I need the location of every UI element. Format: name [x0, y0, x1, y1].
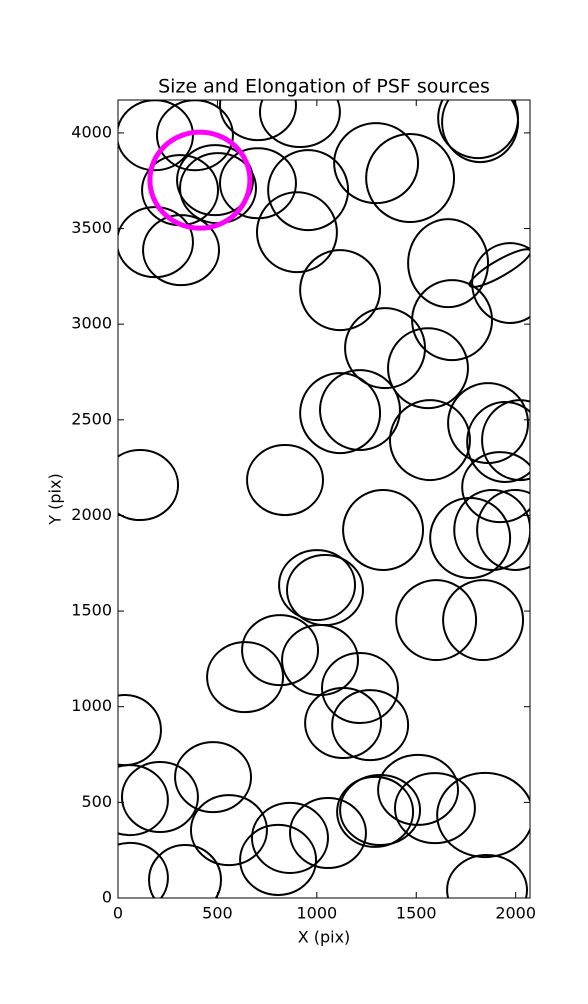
psf-ellipse: [468, 248, 530, 288]
psf-ellipse: [241, 614, 320, 687]
psf-ellipse: [342, 489, 425, 571]
x-tick-label: 1000: [296, 904, 337, 923]
psf-ellipse: [407, 218, 490, 309]
x-tick-label: 500: [202, 904, 233, 923]
psf-ellipse: [336, 775, 415, 848]
psf-ellipse: [339, 774, 422, 847]
psf-ellipse: [365, 133, 456, 224]
psf-ellipse: [219, 100, 297, 142]
psf-ellipse: [471, 242, 530, 325]
psf-ellipse: [176, 144, 255, 217]
psf-ellipse: [436, 771, 530, 859]
psf-ellipse: [461, 451, 530, 524]
psf-ellipse: [446, 853, 529, 898]
y-tick-label: 3000: [71, 314, 112, 333]
psf-ellipse: [481, 399, 530, 482]
psf-ellipse: [411, 279, 494, 362]
psf-ellipse: [118, 449, 180, 522]
psf-ellipse: [255, 191, 338, 274]
x-tick-label: 0: [113, 904, 123, 923]
y-tick-label: 3500: [71, 218, 112, 237]
y-axis-label: Y (pix): [46, 473, 65, 525]
y-tick-label: 1500: [71, 601, 112, 620]
psf-ellipse: [118, 841, 169, 898]
y-tick-label: 4000: [71, 122, 112, 141]
y-tick-label: 500: [81, 792, 112, 811]
psf-ellipse: [278, 549, 357, 622]
plot-area: [118, 100, 530, 898]
psf-ellipse: [142, 214, 221, 287]
psf-ellipse: [174, 741, 253, 814]
psf-ellipse: [120, 761, 199, 834]
x-axis-label: X (pix): [298, 928, 351, 947]
psf-ellipse: [387, 327, 469, 410]
psf-ellipse: [299, 372, 382, 455]
psf-ellipse: [118, 764, 169, 837]
y-tick-label: 0: [102, 888, 112, 907]
psf-ellipse: [148, 844, 222, 898]
x-tick-label: 2000: [495, 904, 536, 923]
psf-ellipse: [304, 686, 383, 759]
psf-ellipse: [476, 489, 530, 571]
psf-ellipse: [441, 100, 520, 164]
psf-ellipse: [251, 801, 329, 874]
psf-ellipse: [393, 772, 476, 845]
psf-ellipse: [442, 579, 525, 662]
psf-ellipse: [258, 100, 341, 149]
psf-ellipse: [331, 689, 410, 762]
psf-ellipse: [395, 579, 478, 662]
y-tick-label: 1000: [71, 696, 112, 715]
psf-ellipse: [319, 369, 401, 452]
psf-ellipse: [219, 147, 297, 220]
y-tick-label: 2500: [71, 409, 112, 428]
psf-ellipse: [453, 489, 530, 571]
psf-ellipse: [267, 149, 350, 232]
x-tick-label: 1500: [396, 904, 437, 923]
y-tick-label: 2000: [71, 505, 112, 524]
psf-ellipse: [189, 794, 268, 867]
psf-ellipse: [333, 122, 420, 205]
psf-ellipse: [344, 307, 427, 390]
psf-ellipse: [239, 823, 318, 896]
psf-ellipse: [118, 206, 194, 279]
psf-ellipse: [246, 444, 325, 517]
highlight-ellipse: [147, 129, 253, 231]
psf-ellipse: [321, 651, 399, 724]
psf-ellipse: [206, 641, 285, 714]
psf-ellipse: [377, 753, 460, 826]
psf-ellipse: [299, 249, 382, 332]
psf-ellipse: [466, 401, 530, 483]
plot-frame: [117, 99, 531, 899]
chart-title: Size and Elongation of PSF sources: [158, 76, 490, 98]
psf-ellipse: [288, 796, 367, 869]
psf-ellipse: [389, 399, 471, 482]
